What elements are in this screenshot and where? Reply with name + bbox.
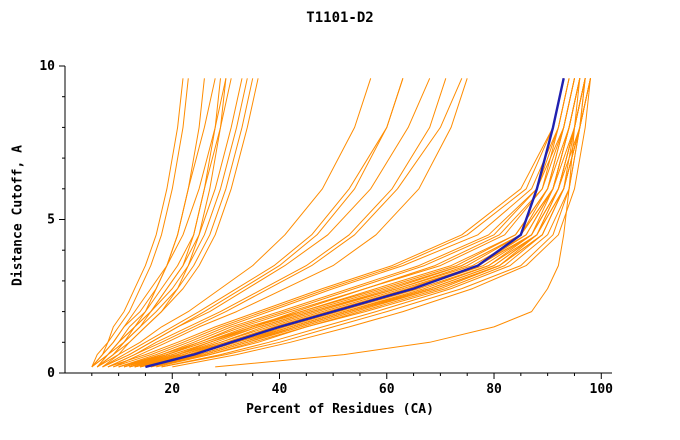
model-curve	[161, 78, 591, 368]
model-curve	[139, 78, 586, 368]
x-tick-label: 100	[590, 382, 614, 397]
model-curve	[102, 78, 404, 368]
model-curve	[129, 78, 586, 368]
x-axis-label: Percent of Residues (CA)	[246, 402, 434, 417]
model-curve	[107, 78, 463, 368]
model-curve	[91, 78, 205, 368]
model-curve	[156, 78, 586, 368]
model-curve	[102, 78, 404, 368]
model-curve	[107, 78, 565, 368]
x-tick-label: 20	[164, 382, 180, 397]
model-curve	[129, 78, 586, 368]
model-curve	[107, 78, 447, 368]
x-tick-label: 40	[272, 382, 288, 397]
model-curve	[91, 78, 189, 368]
model-curve	[113, 78, 565, 368]
model-curve	[96, 78, 221, 368]
model-curve	[118, 78, 581, 368]
model-curve	[96, 78, 227, 368]
model-curve	[134, 78, 575, 368]
model-curve	[129, 78, 586, 368]
x-tick-label: 80	[486, 382, 502, 397]
y-tick-label: 0	[47, 366, 55, 381]
model-curve	[91, 78, 184, 368]
model-curve	[123, 78, 570, 368]
y-tick-label: 10	[39, 59, 55, 74]
model-curve	[215, 78, 581, 368]
model-curve	[102, 78, 259, 368]
model-curve	[129, 78, 575, 368]
highlighted-model-curve	[145, 78, 565, 369]
model-curve	[96, 78, 372, 368]
model-curve	[102, 78, 431, 368]
y-tick-label: 5	[47, 213, 55, 228]
model-curve	[118, 78, 570, 368]
model-curve	[96, 78, 248, 368]
model-curve	[113, 78, 468, 368]
x-tick-label: 60	[379, 382, 395, 397]
model-curve	[172, 78, 591, 368]
chart-title: T1101-D2	[306, 10, 374, 26]
